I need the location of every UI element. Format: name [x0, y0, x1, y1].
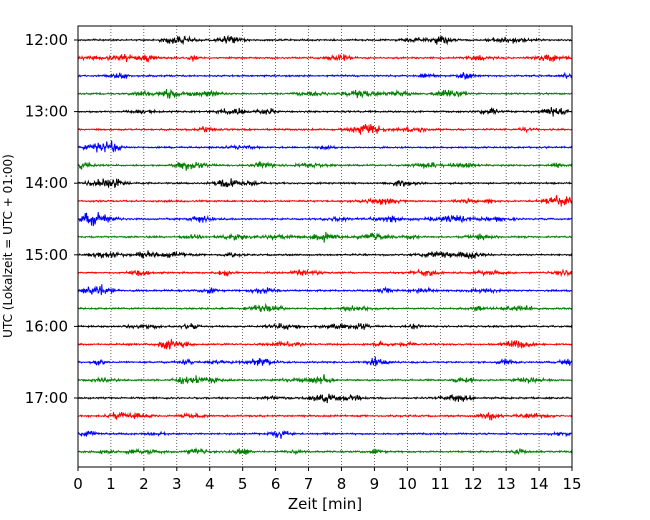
x-tick-label: 2	[139, 475, 149, 493]
y-tick-label: 17:00	[25, 389, 68, 407]
trace-1215	[77, 53, 573, 63]
trace-1245	[77, 88, 573, 99]
y-tick-label: 16:00	[25, 317, 68, 335]
x-tick-label: 8	[337, 475, 347, 493]
x-tick-label: 13	[497, 475, 516, 493]
trace-1545	[77, 302, 573, 313]
trace-1230	[77, 71, 573, 81]
trace-1600	[77, 322, 573, 331]
trace-1330	[77, 140, 573, 153]
y-tick-label: 13:00	[25, 103, 68, 121]
x-tick-label: 6	[271, 475, 281, 493]
x-tick-label: 5	[238, 475, 248, 493]
trace-1630	[77, 356, 573, 367]
trace-1300	[77, 107, 573, 117]
trace-1430	[77, 211, 573, 227]
trace-1400	[77, 178, 573, 189]
x-axis-ticks: 0 1 2 3 4 5 6 7 8 9 10 11 12 13 14 15	[73, 467, 582, 493]
x-tick-label: 3	[172, 475, 182, 493]
trace-1315	[77, 123, 573, 135]
x-tick-label: 4	[205, 475, 215, 493]
x-tick-label: 14	[530, 475, 549, 493]
trace-1515	[77, 268, 573, 278]
trace-1745	[78, 447, 573, 456]
trace-1730	[77, 429, 573, 439]
x-tick-label: 12	[464, 475, 483, 493]
trace-1615	[77, 338, 573, 350]
trace-1645	[77, 374, 573, 385]
plot-frame	[77, 25, 573, 468]
trace-1445	[77, 231, 573, 243]
y-tick-label: 12:00	[25, 31, 68, 49]
trace-1500	[77, 250, 573, 259]
x-tick-label: 0	[73, 475, 83, 493]
y-tick-label: 14:00	[25, 174, 68, 192]
x-tick-label: 10	[398, 475, 417, 493]
x-tick-label: 15	[562, 475, 581, 493]
x-axis-label: Zeit [min]	[288, 495, 362, 513]
x-tick-label: 1	[106, 475, 116, 493]
trace-1200	[77, 34, 573, 46]
y-axis-label: UTC (Lokalzeit = UTC + 01:00)	[1, 154, 15, 338]
x-tick-label: 9	[370, 475, 380, 493]
trace-1715	[77, 411, 573, 421]
y-tick-label: 15:00	[25, 246, 68, 264]
trace-1530	[77, 284, 573, 296]
trace-1415	[77, 194, 573, 207]
x-tick-label: 11	[431, 475, 450, 493]
trace-1345	[77, 160, 573, 171]
seismic-traces	[77, 34, 573, 456]
y-axis-ticks: 12:00 13:00 14:00 15:00 16:00 17:00	[25, 31, 78, 407]
trace-1700	[77, 393, 573, 404]
x-tick-label: 7	[304, 475, 314, 493]
